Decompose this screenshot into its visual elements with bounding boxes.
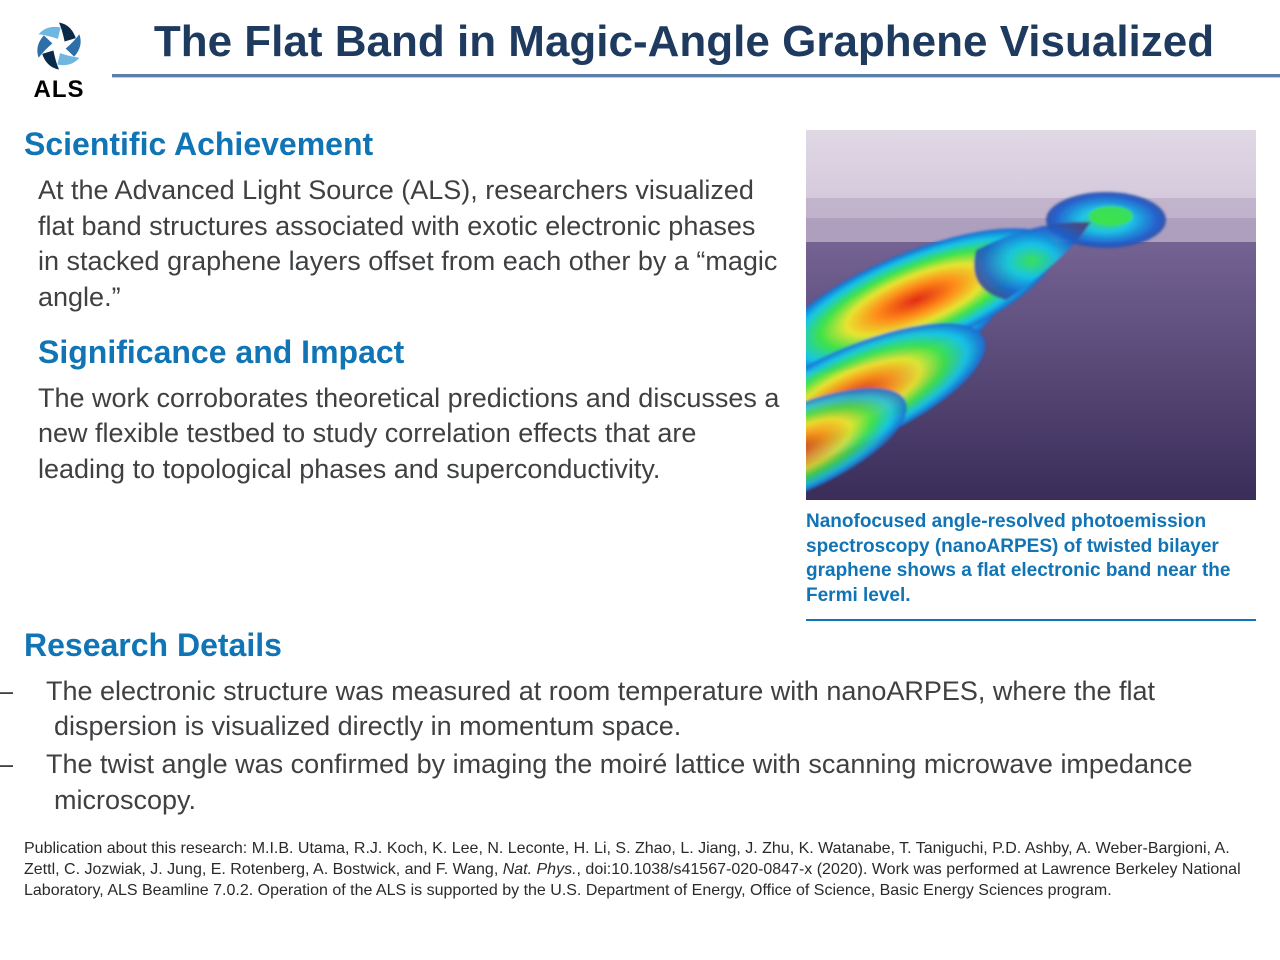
header: ALS The Flat Band in Magic-Angle Graphen…: [24, 18, 1256, 104]
impact-heading: Significance and Impact: [38, 334, 782, 371]
detail-item: –The electronic structure was measured a…: [26, 674, 1256, 745]
figure-caption: Nanofocused angle-resolved photoemission…: [806, 510, 1256, 609]
footer-journal: Nat. Phys.: [503, 861, 577, 878]
detail-text: The electronic structure was measured at…: [46, 676, 1155, 742]
achievement-heading: Scientific Achievement: [24, 126, 782, 163]
publication-footer: Publication about this research: M.I.B. …: [24, 838, 1256, 901]
details-heading: Research Details: [24, 627, 1256, 664]
page-title: The Flat Band in Magic-Angle Graphene Vi…: [112, 18, 1256, 66]
footer-prefix: Publication about this research:: [24, 840, 252, 857]
nanoarpes-figure: [806, 130, 1256, 500]
page-root: ALS The Flat Band in Magic-Angle Graphen…: [0, 0, 1280, 914]
figure-column: Nanofocused angle-resolved photoemission…: [806, 126, 1256, 621]
caption-rule: [806, 619, 1256, 621]
als-logo-block: ALS: [24, 18, 94, 104]
detail-item: –The twist angle was confirmed by imagin…: [26, 747, 1256, 818]
footer-doi: , doi:10.1038/s41567-020-0847-x (2020).: [577, 861, 872, 878]
research-details: Research Details –The electronic structu…: [24, 627, 1256, 819]
impact-text: The work corroborates theoretical predic…: [38, 381, 782, 488]
left-column: Scientific Achievement At the Advanced L…: [24, 126, 782, 621]
achievement-text: At the Advanced Light Source (ALS), rese…: [38, 173, 782, 316]
title-block: The Flat Band in Magic-Angle Graphene Vi…: [112, 18, 1256, 78]
aperture-icon: [31, 18, 87, 74]
logo-text: ALS: [34, 76, 85, 104]
content-row: Scientific Achievement At the Advanced L…: [24, 126, 1256, 621]
title-rule: [112, 74, 1280, 78]
detail-text: The twist angle was confirmed by imaging…: [46, 749, 1193, 815]
